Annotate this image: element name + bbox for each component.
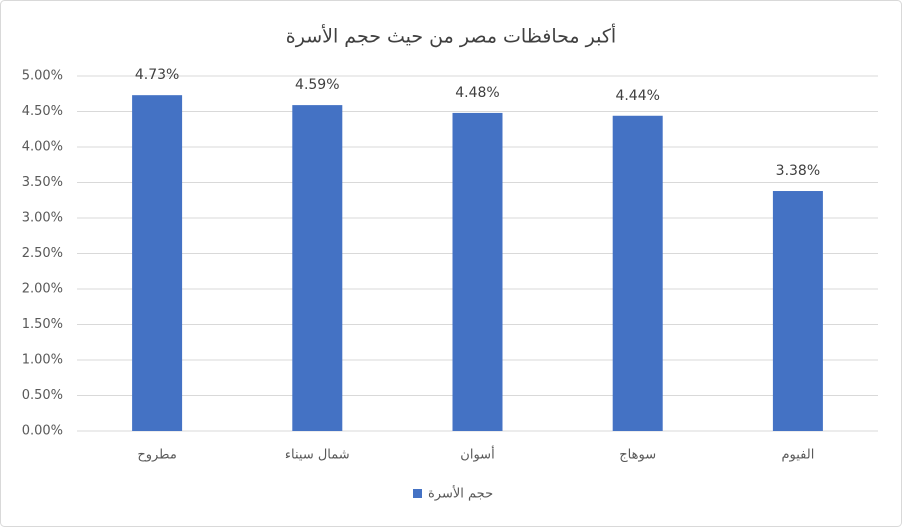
y-tick-label: 2.00%	[22, 282, 63, 297]
bar	[132, 95, 183, 432]
y-tick-label: 5.00%	[22, 69, 63, 84]
x-tick-label: شمال سيناء	[285, 448, 350, 463]
bar	[292, 105, 343, 432]
y-tick-label: 3.00%	[22, 211, 63, 226]
data-label: 4.73%	[135, 67, 179, 83]
data-label: 4.59%	[295, 77, 339, 93]
y-tick-label: 3.50%	[22, 175, 63, 190]
y-tick-label: 4.50%	[22, 104, 63, 119]
y-tick-label: 1.00%	[22, 353, 63, 368]
x-tick-label: الفيوم	[781, 448, 814, 463]
y-tick-label: 1.50%	[22, 317, 63, 332]
data-label: 4.44%	[615, 88, 659, 104]
legend-swatch	[413, 489, 422, 498]
y-tick-label: 0.00%	[22, 424, 63, 439]
bar	[772, 191, 823, 431]
chart-title: أكبر محافظات مصر من حيث حجم الأسرة	[286, 24, 616, 48]
y-tick-label: 2.50%	[22, 246, 63, 261]
bar	[452, 112, 503, 432]
x-tick-label: مطروح	[137, 448, 176, 463]
x-tick-label: أسوان	[460, 446, 494, 463]
data-label: 4.48%	[455, 85, 499, 101]
data-label: 3.38%	[776, 163, 820, 179]
x-tick-label: سوهاج	[619, 448, 656, 463]
bar	[612, 115, 663, 431]
legend-label: حجم الأسرة	[428, 485, 493, 502]
y-tick-label: 4.00%	[22, 140, 63, 155]
y-tick-label: 0.50%	[22, 388, 63, 403]
